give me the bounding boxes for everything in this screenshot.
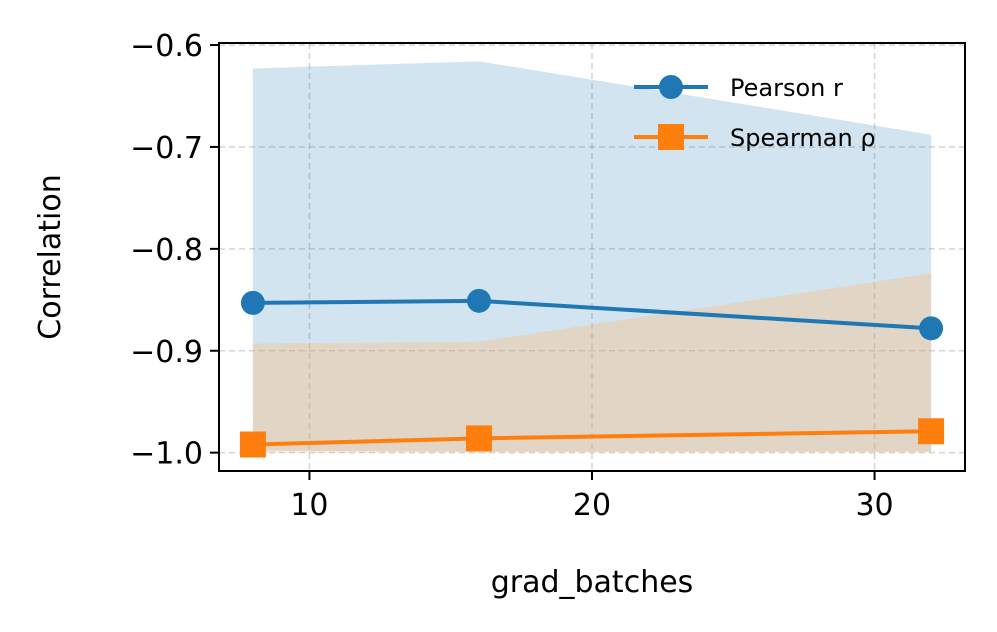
y-axis-ticks: −0.6 −0.7 −0.8 −0.9 −1.0 — [130, 29, 219, 472]
series-2-point — [918, 418, 945, 445]
legend: Pearson r Spearman ρ — [634, 74, 876, 152]
series-1-point — [240, 290, 265, 315]
y-tick-label: −0.6 — [130, 29, 203, 64]
y-tick-label: −0.9 — [130, 335, 203, 370]
x-tick-label: 30 — [855, 488, 893, 523]
confidence-bands — [252, 61, 932, 453]
series-1-point — [919, 316, 944, 341]
series-1-band — [252, 61, 932, 452]
y-tick-label: −1.0 — [130, 437, 203, 472]
legend-marker-1 — [659, 75, 683, 99]
x-tick-label: 20 — [573, 488, 611, 523]
legend-marker-2 — [658, 124, 684, 150]
x-tick-label: 10 — [290, 488, 328, 523]
legend-label-2: Spearman ρ — [730, 124, 876, 152]
y-tick-label: −0.8 — [130, 233, 203, 268]
x-axis-label: grad_batches — [491, 565, 694, 600]
series-markers — [239, 288, 945, 458]
x-axis-ticks: 10 20 30 — [290, 471, 894, 523]
series-1-point — [466, 288, 491, 313]
series-2-point — [239, 431, 266, 458]
y-tick-label: −0.7 — [130, 131, 203, 166]
series-2-point — [465, 425, 492, 452]
legend-label-1: Pearson r — [730, 74, 843, 102]
grid — [219, 43, 965, 471]
y-axis-label: Correlation — [33, 174, 68, 339]
